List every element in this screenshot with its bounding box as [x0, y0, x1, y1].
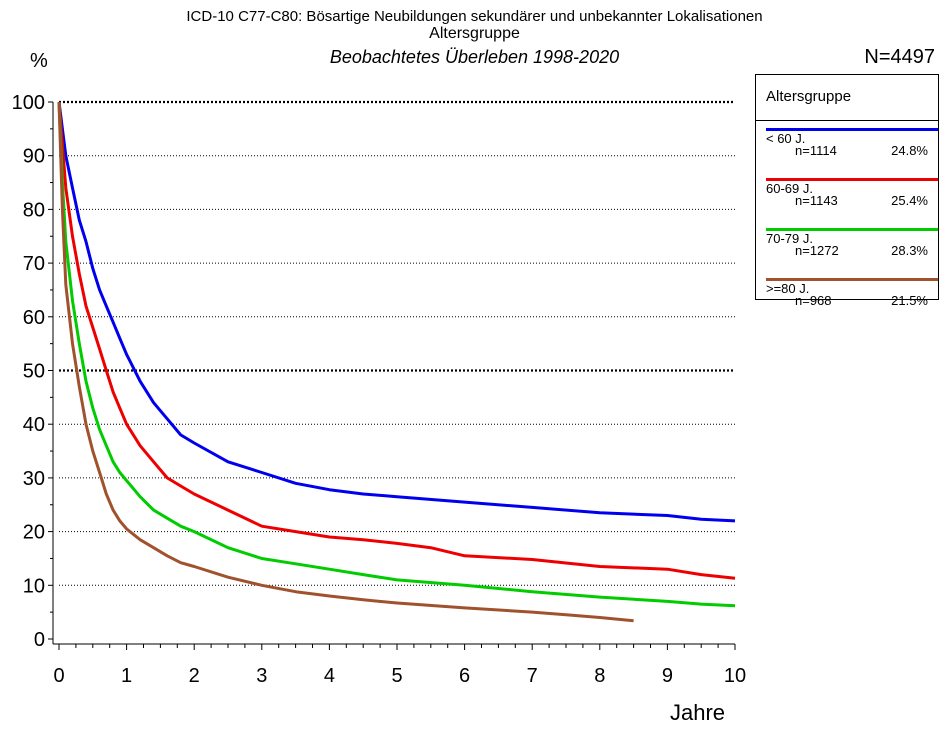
total-count: N=4497 [864, 46, 935, 68]
x-tick-label: 7 [527, 665, 538, 687]
x-tick-label: 2 [189, 665, 200, 687]
x-tick-label: 6 [459, 665, 470, 687]
series-line-60-69 [57, 101, 736, 580]
legend-count: n=1114 [795, 143, 837, 158]
legend-divider [756, 120, 938, 121]
legend-label: 60-69 J. [766, 181, 813, 196]
legend-percent: 25.4% [891, 193, 928, 208]
y-axis-unit: % [30, 50, 48, 72]
x-tick-label: 4 [324, 665, 335, 687]
x-tick-label: 3 [256, 665, 267, 687]
y-tick-label: 90 [23, 146, 45, 168]
legend-entry-70-79: 70-79 J. n=1272 28.3% [756, 221, 938, 271]
y-tick-label: 10 [23, 575, 45, 597]
x-axis-label: Jahre [670, 700, 726, 725]
legend-entry-60-69: 60-69 J. n=1143 25.4% [756, 171, 938, 221]
y-tick-label: 50 [23, 361, 45, 383]
series-line-80-plus [57, 101, 634, 623]
legend-swatch [766, 128, 938, 131]
legend-title: Altersgruppe [766, 88, 852, 105]
legend-entry-80-plus: >=80 J. n=968 21.5% [756, 271, 938, 321]
legend-swatch [766, 178, 938, 181]
legend-swatch [766, 278, 938, 281]
y-tick-label: 70 [23, 253, 45, 275]
y-tick-label: 20 [23, 522, 45, 544]
x-tick-label: 0 [53, 665, 64, 687]
y-tick-label: 60 [23, 307, 45, 329]
y-tick-label: 0 [34, 629, 45, 651]
series-line-under-60 [57, 101, 736, 523]
y-tick-label: 40 [23, 414, 45, 436]
legend-count: n=1143 [795, 193, 838, 208]
legend-percent: 24.8% [891, 143, 928, 158]
chart-subtitle: Beobachtetes Überleben 1998-2020 [329, 47, 620, 67]
chart-title: ICD-10 C77-C80: Bösartige Neubildungen s… [186, 8, 763, 25]
x-tick-label: 10 [724, 665, 746, 687]
legend-label: >=80 J. [766, 281, 810, 296]
legend-percent: 21.5% [891, 293, 928, 308]
legend-count: n=968 [795, 293, 832, 308]
x-tick-label: 5 [391, 665, 402, 687]
x-tick-label: 1 [121, 665, 132, 687]
legend-swatch [766, 228, 938, 231]
legend: Altersgruppe < 60 J. n=1114 24.8% 60-69 … [755, 74, 939, 308]
legend-label: < 60 J. [766, 131, 806, 146]
x-tick-label: 8 [594, 665, 605, 687]
series-line-70-79 [57, 101, 736, 608]
chart-subtitle-group: Altersgruppe [429, 25, 520, 42]
x-tick-label: 9 [662, 665, 673, 687]
legend-percent: 28.3% [891, 243, 928, 258]
y-tick-label: 100 [12, 92, 45, 114]
legend-entry-under-60: < 60 J. n=1114 24.8% [756, 121, 938, 171]
y-tick-label: 30 [23, 468, 45, 490]
y-tick-label: 80 [23, 199, 45, 221]
legend-count: n=1272 [795, 243, 839, 258]
legend-label: 70-79 J. [766, 231, 813, 246]
